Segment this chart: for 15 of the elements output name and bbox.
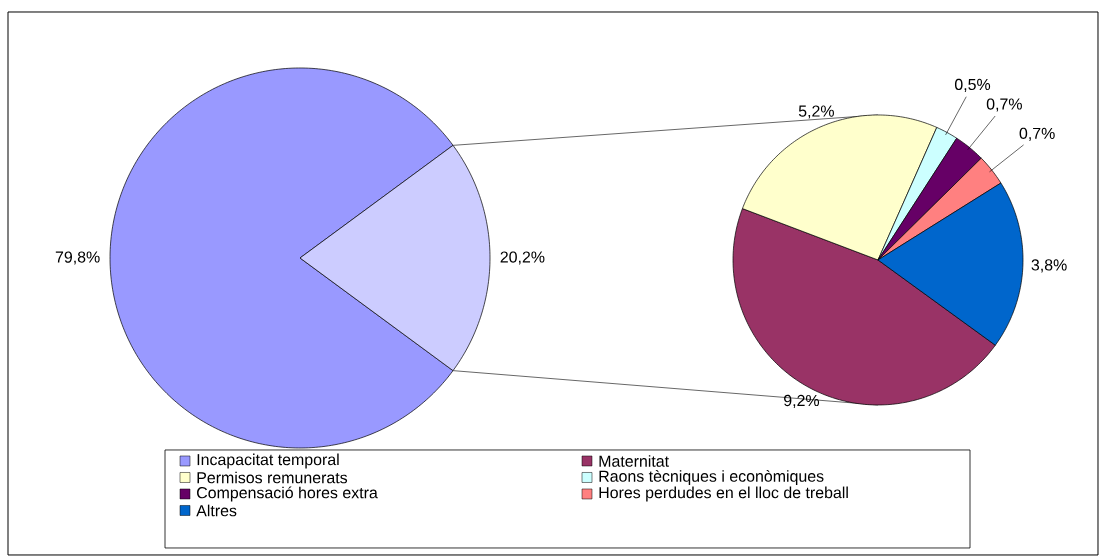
data-label: 0,5% [954, 78, 991, 92]
data-label: 20,2% [500, 251, 545, 265]
data-label: 5,2% [798, 105, 834, 119]
data-label: 0,7% [1019, 127, 1055, 141]
data-label: 0,7% [986, 98, 1022, 112]
legend-label: Incapacitat temporal [197, 453, 339, 469]
legend-label: Altres [196, 504, 237, 517]
data-label: 79,8% [55, 251, 100, 265]
legend-label: Maternitat [599, 455, 669, 467]
data-label: 9,2% [784, 394, 820, 408]
legend-label: Permisos remunerats [197, 471, 348, 484]
legend-label: Compensació hores extra [197, 486, 378, 502]
legend-label: Raons tècniques i econòmiques [599, 469, 824, 486]
data-label: 3,8% [1031, 259, 1067, 273]
legend-label: Hores perdudes en el lloc de treball [599, 486, 848, 502]
